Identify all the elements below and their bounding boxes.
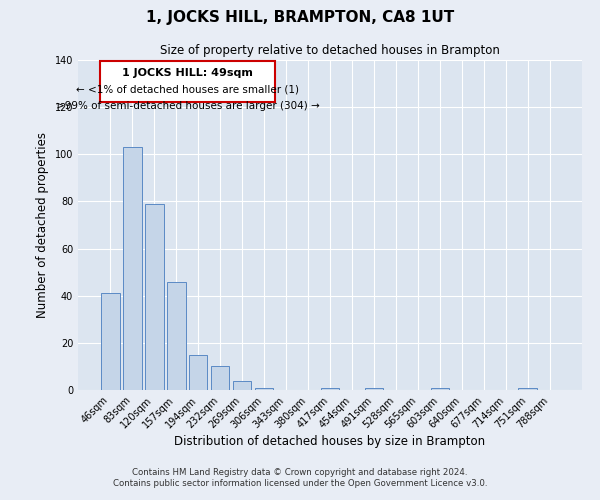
Title: Size of property relative to detached houses in Brampton: Size of property relative to detached ho… <box>160 44 500 58</box>
Bar <box>189 354 208 390</box>
Text: >99% of semi-detached houses are larger (304) →: >99% of semi-detached houses are larger … <box>56 101 320 112</box>
Bar <box>255 388 274 390</box>
Bar <box>167 282 185 390</box>
Text: ← <1% of detached houses are smaller (1): ← <1% of detached houses are smaller (1) <box>76 84 299 95</box>
Bar <box>320 388 340 390</box>
Text: 1 JOCKS HILL: 49sqm: 1 JOCKS HILL: 49sqm <box>122 68 253 78</box>
Bar <box>101 294 119 390</box>
Bar <box>233 380 251 390</box>
Bar <box>211 366 229 390</box>
Bar <box>365 388 383 390</box>
Bar <box>100 61 275 102</box>
Bar <box>145 204 164 390</box>
Text: Contains HM Land Registry data © Crown copyright and database right 2024.
Contai: Contains HM Land Registry data © Crown c… <box>113 468 487 487</box>
Text: 1, JOCKS HILL, BRAMPTON, CA8 1UT: 1, JOCKS HILL, BRAMPTON, CA8 1UT <box>146 10 454 25</box>
Y-axis label: Number of detached properties: Number of detached properties <box>36 132 49 318</box>
X-axis label: Distribution of detached houses by size in Brampton: Distribution of detached houses by size … <box>175 436 485 448</box>
Bar <box>518 388 537 390</box>
Bar <box>431 388 449 390</box>
Bar <box>123 147 142 390</box>
